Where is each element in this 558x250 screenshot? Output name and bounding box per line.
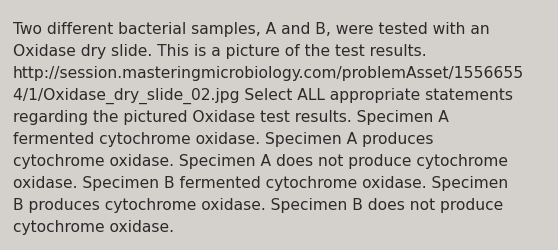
- Text: oxidase. Specimen B fermented cytochrome oxidase. Specimen: oxidase. Specimen B fermented cytochrome…: [13, 175, 508, 190]
- Text: http://session.masteringmicrobiology.com/problemAsset/1556655: http://session.masteringmicrobiology.com…: [13, 66, 525, 81]
- Text: fermented cytochrome oxidase. Specimen A produces: fermented cytochrome oxidase. Specimen A…: [13, 132, 434, 146]
- Text: Oxidase dry slide. This is a picture of the test results.: Oxidase dry slide. This is a picture of …: [13, 44, 427, 59]
- Text: regarding the pictured Oxidase test results. Specimen A: regarding the pictured Oxidase test resu…: [13, 110, 449, 124]
- Text: 4/1/Oxidase_dry_slide_02.jpg Select ALL appropriate statements: 4/1/Oxidase_dry_slide_02.jpg Select ALL …: [13, 88, 513, 104]
- Text: cytochrome oxidase. Specimen A does not produce cytochrome: cytochrome oxidase. Specimen A does not …: [13, 154, 508, 168]
- Text: Two different bacterial samples, A and B, were tested with an: Two different bacterial samples, A and B…: [13, 22, 490, 37]
- Text: B produces cytochrome oxidase. Specimen B does not produce: B produces cytochrome oxidase. Specimen …: [13, 197, 503, 212]
- Text: cytochrome oxidase.: cytochrome oxidase.: [13, 219, 174, 234]
